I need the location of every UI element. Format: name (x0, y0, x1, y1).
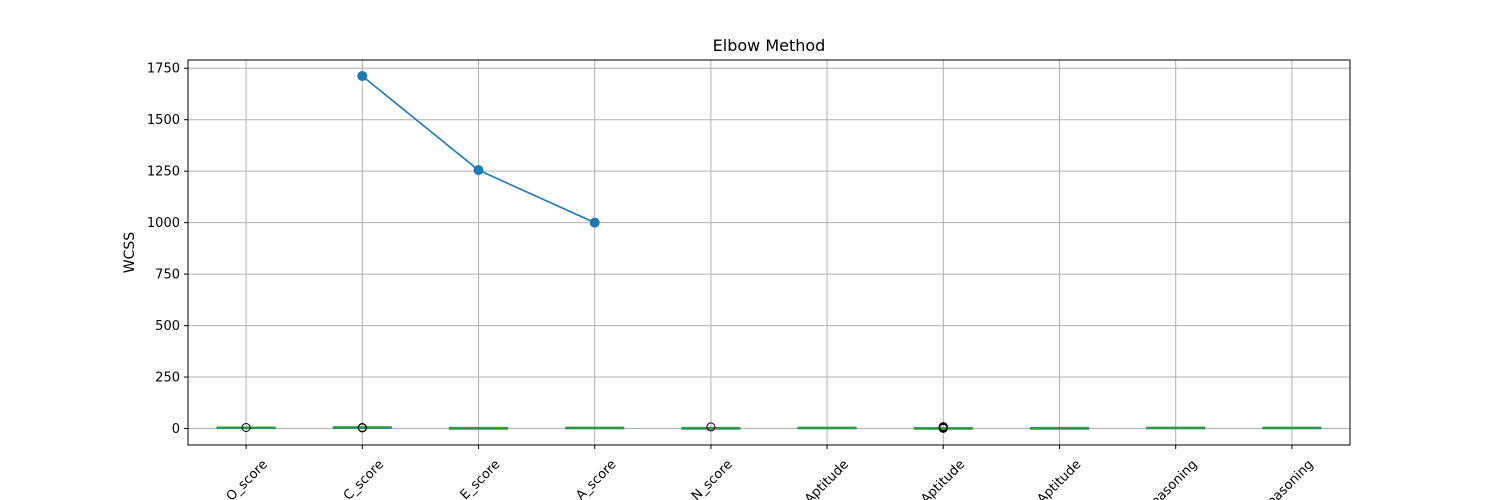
grid-layer (188, 60, 1350, 445)
boxplot (913, 422, 973, 433)
y-tick-label: 1500 (147, 113, 180, 128)
plot-frame (187, 59, 1351, 446)
wcss-point (473, 165, 484, 176)
boxplot (797, 426, 857, 430)
y-tick-label: 500 (155, 319, 180, 334)
chart-title: Elbow Method (713, 36, 826, 55)
boxplot (1262, 426, 1322, 430)
y-tick-label: 1750 (147, 62, 180, 77)
y-tick-label: 1000 (147, 216, 180, 231)
boxplot (565, 426, 625, 430)
outlier-point (706, 422, 716, 432)
boxplot (332, 423, 392, 433)
y-tick-label: 250 (155, 371, 180, 386)
y-tick-label: 750 (155, 268, 180, 283)
outlier-point (241, 423, 251, 432)
line-layer (357, 71, 600, 228)
boxplot (681, 422, 741, 432)
boxplot (448, 426, 509, 430)
boxplot (1146, 426, 1206, 430)
boxplot (216, 423, 276, 432)
y-tick-label: 0 (172, 422, 180, 437)
wcss-point (357, 71, 368, 82)
boxplot (1029, 426, 1090, 430)
outlier-point (357, 423, 367, 432)
y-tick-label: 1250 (147, 165, 180, 180)
outlier-point (938, 422, 948, 432)
y-axis-label: WCSS (122, 232, 138, 274)
boxplot-layer (216, 422, 1322, 433)
y-ticks: 0 250 500 750 1000 1250 1500 1750 (147, 62, 188, 437)
wcss-point (589, 217, 600, 228)
